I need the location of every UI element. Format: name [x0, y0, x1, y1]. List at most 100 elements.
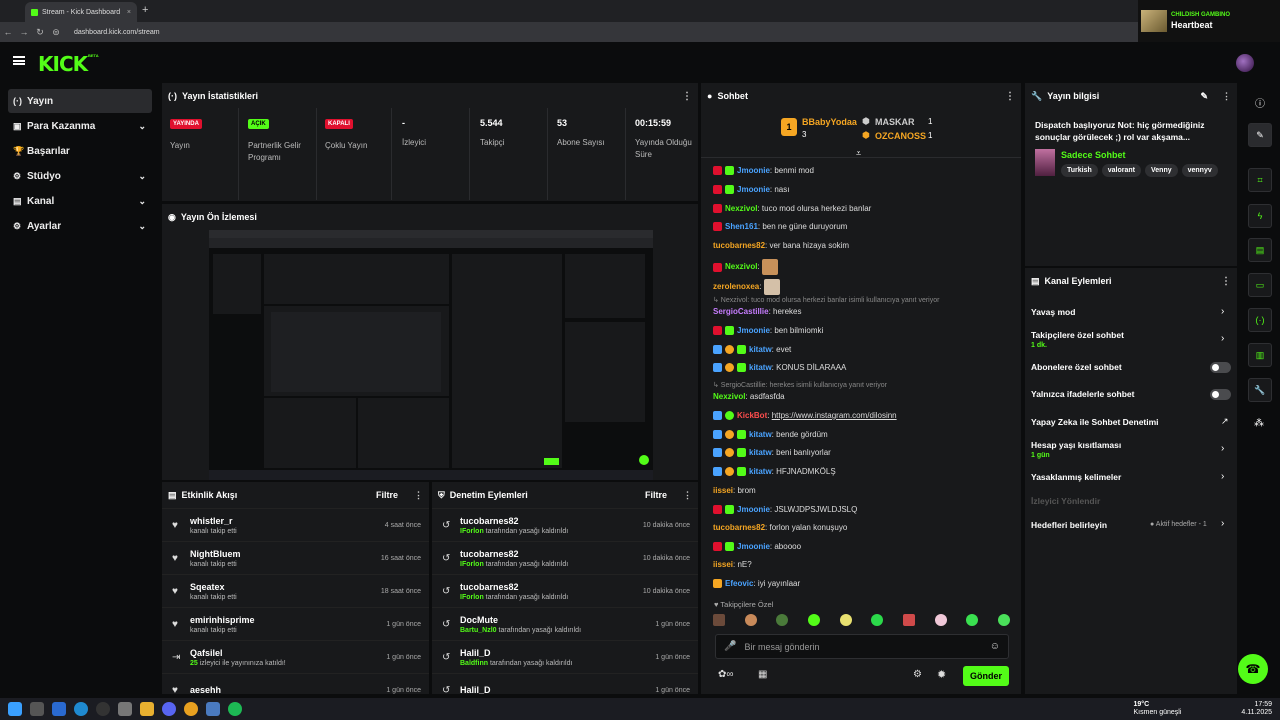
new-tab-icon[interactable]: + — [142, 4, 149, 16]
chat-username[interactable]: Jmoonie — [737, 326, 770, 335]
emote-icon[interactable] — [839, 614, 852, 626]
mod-actor[interactable]: Baldfinn — [460, 659, 488, 667]
mod-actor[interactable]: IForlon — [460, 560, 484, 568]
url-field[interactable]: dashboard.kick.com/stream — [74, 28, 160, 36]
chat-username[interactable]: tucobarnes82 — [713, 523, 766, 532]
tag-pill[interactable]: vennyv — [1181, 164, 1218, 177]
mod-actor[interactable]: IForlon — [460, 593, 484, 601]
expand-icon[interactable]: ⩡ — [856, 148, 862, 158]
outlook-icon[interactable] — [52, 702, 66, 716]
windows-start-icon[interactable] — [8, 702, 22, 716]
more-icon[interactable]: ⋮ — [682, 90, 692, 102]
forward-icon[interactable]: → — [19, 27, 29, 37]
chat-username[interactable]: Nexzivol — [725, 262, 758, 272]
emote-icon[interactable] — [902, 614, 915, 626]
points-icon[interactable]: ✿∞ — [718, 669, 734, 680]
leader-name[interactable]: BBabyYodaa — [802, 117, 857, 127]
activity-user[interactable]: Sqeatex — [190, 581, 225, 592]
chat-username[interactable]: Jmoonie — [737, 542, 770, 551]
leader-name[interactable]: OZCANOSS — [875, 131, 927, 141]
chat-username[interactable]: Shen161 — [725, 222, 758, 231]
cog-icon[interactable]: ✹ — [937, 669, 947, 681]
chat-username[interactable]: kitatw — [749, 467, 772, 476]
app-icon[interactable] — [96, 702, 110, 716]
chat-username[interactable]: KickBot — [737, 411, 768, 420]
emote-icon[interactable] — [776, 614, 789, 626]
mod-target[interactable]: tucobarnes82 — [460, 581, 519, 592]
mod-target[interactable]: DocMute — [460, 614, 498, 625]
sidebar-item-studyo[interactable]: ⚙ Stüdyo ⌄ — [8, 164, 152, 188]
discord-icon[interactable] — [162, 702, 176, 716]
sidebar-item-kanal[interactable]: ▤ Kanal ⌄ — [8, 189, 152, 213]
more-icon[interactable]: ⋮ — [414, 489, 423, 500]
wrench-icon[interactable]: 🔧 — [1248, 378, 1272, 402]
mod-actor[interactable]: IForlon — [460, 527, 484, 535]
chat-username[interactable]: Efeovic — [725, 579, 754, 588]
mod-target[interactable]: Halil_D — [460, 685, 491, 694]
activity-user[interactable]: Qafsilel — [190, 647, 223, 658]
site-info-icon[interactable]: ⊜ — [52, 26, 60, 37]
store-icon[interactable]: ▦ — [758, 669, 768, 680]
chat-username[interactable]: kitatw — [749, 448, 772, 457]
clock[interactable]: 17:59 4.11.2025 — [1241, 701, 1272, 717]
chat-input[interactable]: 🎤 Bir mesaj gönderin ☺ — [715, 634, 1009, 659]
chat-username[interactable]: Jmoonie — [737, 505, 770, 514]
mod-target[interactable]: tucobarnes82 — [460, 515, 519, 526]
emote-icon[interactable] — [871, 614, 884, 626]
emote-icon[interactable] — [713, 614, 725, 626]
emote-icon[interactable] — [807, 614, 820, 626]
action-account-age[interactable]: Hesap yaşı kısıtlaması 1 gün — [1031, 440, 1121, 459]
action-followers-only[interactable]: Takipçilere özel sohbet 1 dk. — [1031, 330, 1124, 349]
activity-user[interactable]: emirinhisprime — [190, 614, 255, 625]
action-slow-mode[interactable]: Yavaş mod — [1031, 307, 1075, 317]
sidebar-item-para-kazanma[interactable]: ▣ Para Kazanma ⌄ — [8, 114, 152, 138]
support-icon[interactable]: ☎ — [1238, 654, 1268, 684]
emote-icon[interactable] — [934, 614, 947, 626]
more-icon[interactable]: ⋮ — [1005, 90, 1015, 102]
action-ai-moderation[interactable]: Yapay Zeka ile Sohbet Denetimi — [1031, 417, 1159, 427]
leader-name[interactable]: MASKAR — [875, 117, 915, 127]
chrome-icon[interactable] — [184, 702, 198, 716]
media-widget[interactable]: CHILDISH GAMBINO Heartbeat — [1138, 0, 1280, 42]
chat-username[interactable]: kitatw — [749, 345, 772, 354]
more-icon[interactable]: ⋮ — [1222, 90, 1231, 101]
more-icon[interactable]: ⋮ — [683, 489, 692, 500]
chat-username[interactable]: kitatw — [749, 430, 772, 439]
reload-icon[interactable]: ↻ — [36, 26, 44, 37]
category-name[interactable]: Sadece Sohbet — [1061, 150, 1126, 160]
chevron-right-icon[interactable]: › — [1221, 471, 1225, 482]
chat-bubble-icon[interactable]: ▭ — [1248, 273, 1272, 297]
menu-icon[interactable] — [13, 56, 25, 65]
category-thumbnail[interactable] — [1035, 149, 1055, 176]
weather-widget[interactable]: 19°C Kısmen güneşli — [1134, 701, 1182, 717]
app-icon[interactable] — [118, 702, 132, 716]
mod-actor[interactable]: Bartu_Nzl0 — [460, 626, 497, 634]
filter-button[interactable]: Filtre — [375, 490, 398, 500]
steam-icon[interactable] — [206, 702, 220, 716]
mod-target[interactable]: tucobarnes82 — [460, 548, 519, 559]
emote-icon[interactable] — [966, 614, 979, 626]
chat-username[interactable]: SergioCastillie — [713, 307, 769, 316]
browser-tab[interactable]: Stream - Kick Dashboard × — [25, 2, 137, 22]
apps-icon[interactable]: ⁂ — [1254, 418, 1264, 429]
sidebar-item-basarilar[interactable]: 🏆 Başarılar — [8, 139, 152, 163]
back-icon[interactable]: ← — [3, 27, 13, 37]
edge-icon[interactable] — [74, 702, 88, 716]
chat-link[interactable]: https://www.instagram.com/dilosinn — [771, 411, 897, 420]
task-view-icon[interactable] — [30, 702, 44, 716]
tag-pill[interactable]: valorant — [1101, 164, 1141, 177]
action-banned-words[interactable]: Yasaklanmış kelimeler — [1031, 472, 1121, 482]
chevron-right-icon[interactable]: › — [1221, 518, 1225, 529]
pencil-icon[interactable]: ✎ — [1248, 123, 1272, 147]
kick-logo[interactable]: KICK — [38, 52, 88, 76]
microphone-icon[interactable]: 🎤 — [724, 641, 737, 652]
chat-username[interactable]: iissei — [713, 486, 734, 495]
tag-pill[interactable]: Turkish — [1061, 164, 1098, 177]
emote-icon[interactable] — [744, 614, 757, 626]
filter-button[interactable]: Filtre — [644, 490, 667, 500]
chat-username[interactable]: Nexzivol — [713, 392, 746, 401]
activity-user[interactable]: whistler_r — [190, 515, 233, 526]
layout-icon[interactable]: ▥ — [1248, 343, 1272, 367]
chevron-right-icon[interactable]: › — [1221, 333, 1225, 344]
stream-preview[interactable] — [209, 230, 653, 480]
